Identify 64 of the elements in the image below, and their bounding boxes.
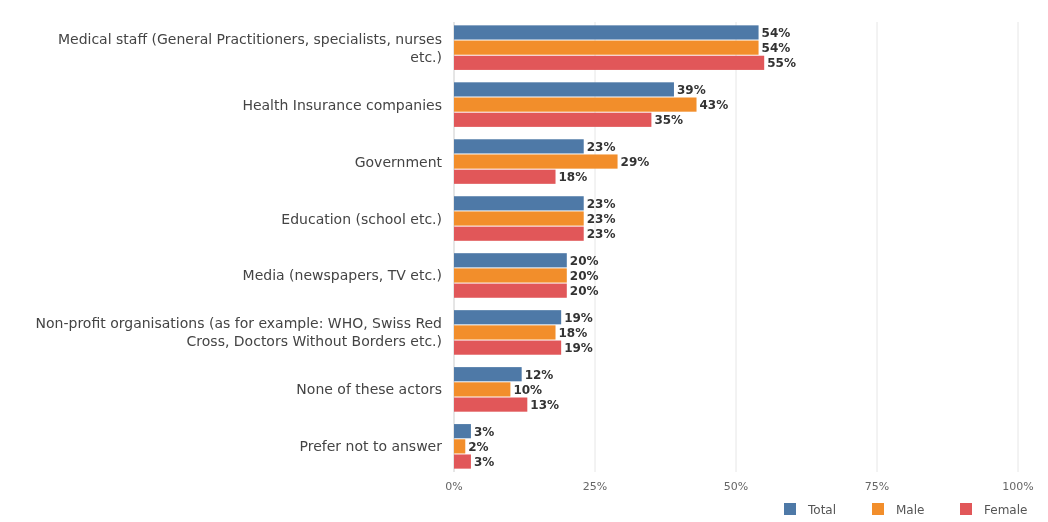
data-label: 54% xyxy=(761,25,791,40)
x-tick-label: 100% xyxy=(1002,480,1034,493)
data-label: 20% xyxy=(569,253,599,268)
data-label: 54% xyxy=(761,41,791,56)
data-label: 18% xyxy=(558,170,588,185)
data-label: 23% xyxy=(586,227,616,242)
bar xyxy=(454,154,618,169)
data-label: 20% xyxy=(569,284,599,299)
data-label: 23% xyxy=(586,139,616,154)
data-label: 35% xyxy=(654,113,684,128)
bar xyxy=(454,325,556,340)
bar xyxy=(454,439,466,454)
bar xyxy=(454,424,471,439)
bar xyxy=(454,169,556,184)
bar xyxy=(454,82,674,97)
bar xyxy=(454,367,522,382)
bar xyxy=(454,40,759,55)
data-label: 12% xyxy=(524,367,554,382)
x-tick-label: 75% xyxy=(864,480,890,493)
bar xyxy=(454,112,652,127)
data-label: 19% xyxy=(564,310,593,325)
legend-label: Female xyxy=(984,503,1028,517)
legend-label: Total xyxy=(807,503,837,517)
bar xyxy=(454,397,528,412)
data-label: 23% xyxy=(586,212,616,227)
x-tick-label: 25% xyxy=(582,480,608,493)
bar xyxy=(454,310,562,325)
bar xyxy=(454,283,567,298)
x-tick-label: 50% xyxy=(723,480,749,493)
data-label: 19% xyxy=(564,341,593,356)
bar xyxy=(454,211,584,226)
data-label: 3% xyxy=(473,455,495,470)
y-tick-label: Education (school etc.) xyxy=(281,210,442,227)
x-tick-label: 0% xyxy=(445,480,463,493)
bar xyxy=(454,340,562,355)
data-label: 3% xyxy=(473,424,495,439)
y-tick-label: Health Insurance companies xyxy=(242,96,442,113)
y-tick-label: Medical staff (General Practitioners, specialists, nurses etc.) xyxy=(57,30,442,65)
data-label: 2% xyxy=(468,439,489,454)
bar xyxy=(454,268,567,283)
data-label: 23% xyxy=(586,196,616,211)
data-label: 39% xyxy=(676,82,706,97)
bar xyxy=(454,97,697,112)
data-label: 43% xyxy=(699,98,729,113)
legend-label: Male xyxy=(896,503,925,517)
bar xyxy=(454,382,511,397)
y-tick-label: Prefer not to answer xyxy=(299,438,443,455)
data-label: 55% xyxy=(767,56,796,71)
y-tick-label: Non-profit organisations (as for example: WHO, Swiss Red Cross, Doctors Without Borders etc.) xyxy=(35,315,442,350)
data-label: 10% xyxy=(513,382,543,397)
data-label: 29% xyxy=(620,155,650,170)
bar xyxy=(454,454,471,469)
y-tick-label: Government xyxy=(354,153,443,170)
bar xyxy=(454,196,584,211)
bar xyxy=(454,139,584,154)
y-tick-label: Media (newspapers, TV etc.) xyxy=(242,267,442,284)
data-label: 18% xyxy=(558,325,588,340)
bar xyxy=(454,25,759,40)
y-tick-label: None of these actors xyxy=(296,381,442,398)
bar xyxy=(454,55,765,70)
bar xyxy=(454,253,567,268)
data-label: 13% xyxy=(530,398,560,413)
bar xyxy=(454,226,584,241)
data-label: 20% xyxy=(569,268,599,283)
